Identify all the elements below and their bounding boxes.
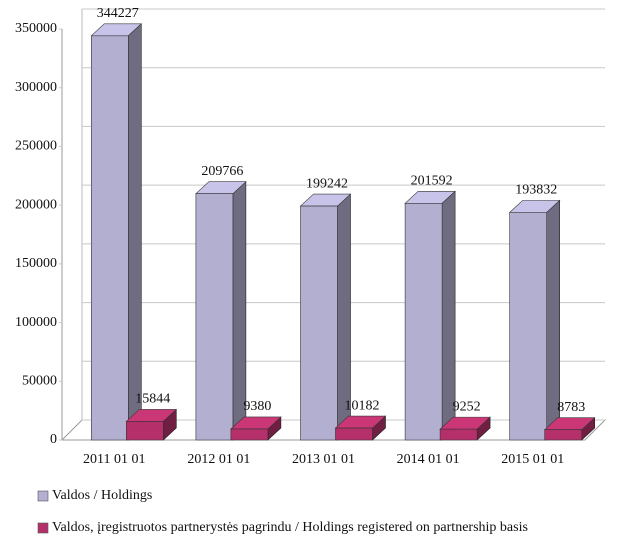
value-label: 9252 [453,399,481,414]
y-tick-label: 200000 [15,197,57,212]
bar-face [300,205,338,441]
value-label: 201592 [411,173,453,188]
x-tick-label: 2014 01 01 [397,452,460,467]
bar-face [404,202,443,441]
bar-face [195,193,234,441]
bar [90,23,143,441]
x-tick-label: 2011 01 01 [83,452,145,467]
bar-face [544,429,583,441]
bar [299,193,352,441]
bar [404,190,456,441]
value-label: 9380 [243,399,271,414]
bar-face [335,427,373,441]
bar [508,199,561,441]
legend-label: Valdos, įregistruotos partnerystės pagri… [52,520,528,535]
y-tick-label: 50000 [22,374,57,389]
bar-face [439,428,478,441]
bar [125,408,178,441]
bar-face [91,35,129,441]
x-tick-label: 2013 01 01 [292,452,355,467]
y-tick-label: 100000 [15,315,57,330]
y-tick-label: 300000 [15,80,57,95]
bar [230,416,282,441]
legend-swatch [37,490,49,502]
value-label: 199242 [306,176,348,191]
legend-label: Valdos / Holdings [52,488,152,503]
bar-face [126,421,164,441]
value-label: 193832 [515,183,557,198]
y-tick-label: 350000 [15,21,57,36]
y-tick-label: 150000 [15,256,57,271]
value-label: 15844 [135,392,170,407]
y-tick-label: 250000 [15,139,57,154]
value-label: 344227 [97,6,139,21]
value-label: 10182 [345,398,380,413]
bar [195,180,247,441]
legend-swatch [37,522,49,534]
bar [439,416,491,441]
bar [543,417,596,441]
x-tick-label: 2015 01 01 [501,452,564,467]
value-label: 8783 [557,400,585,415]
bar [334,415,387,441]
value-label: 209766 [201,164,243,179]
y-tick-label: 0 [50,432,57,447]
bar-face [509,212,548,441]
bar-face [128,23,142,441]
x-tick-label: 2012 01 01 [187,452,250,467]
bar-face [230,428,269,441]
